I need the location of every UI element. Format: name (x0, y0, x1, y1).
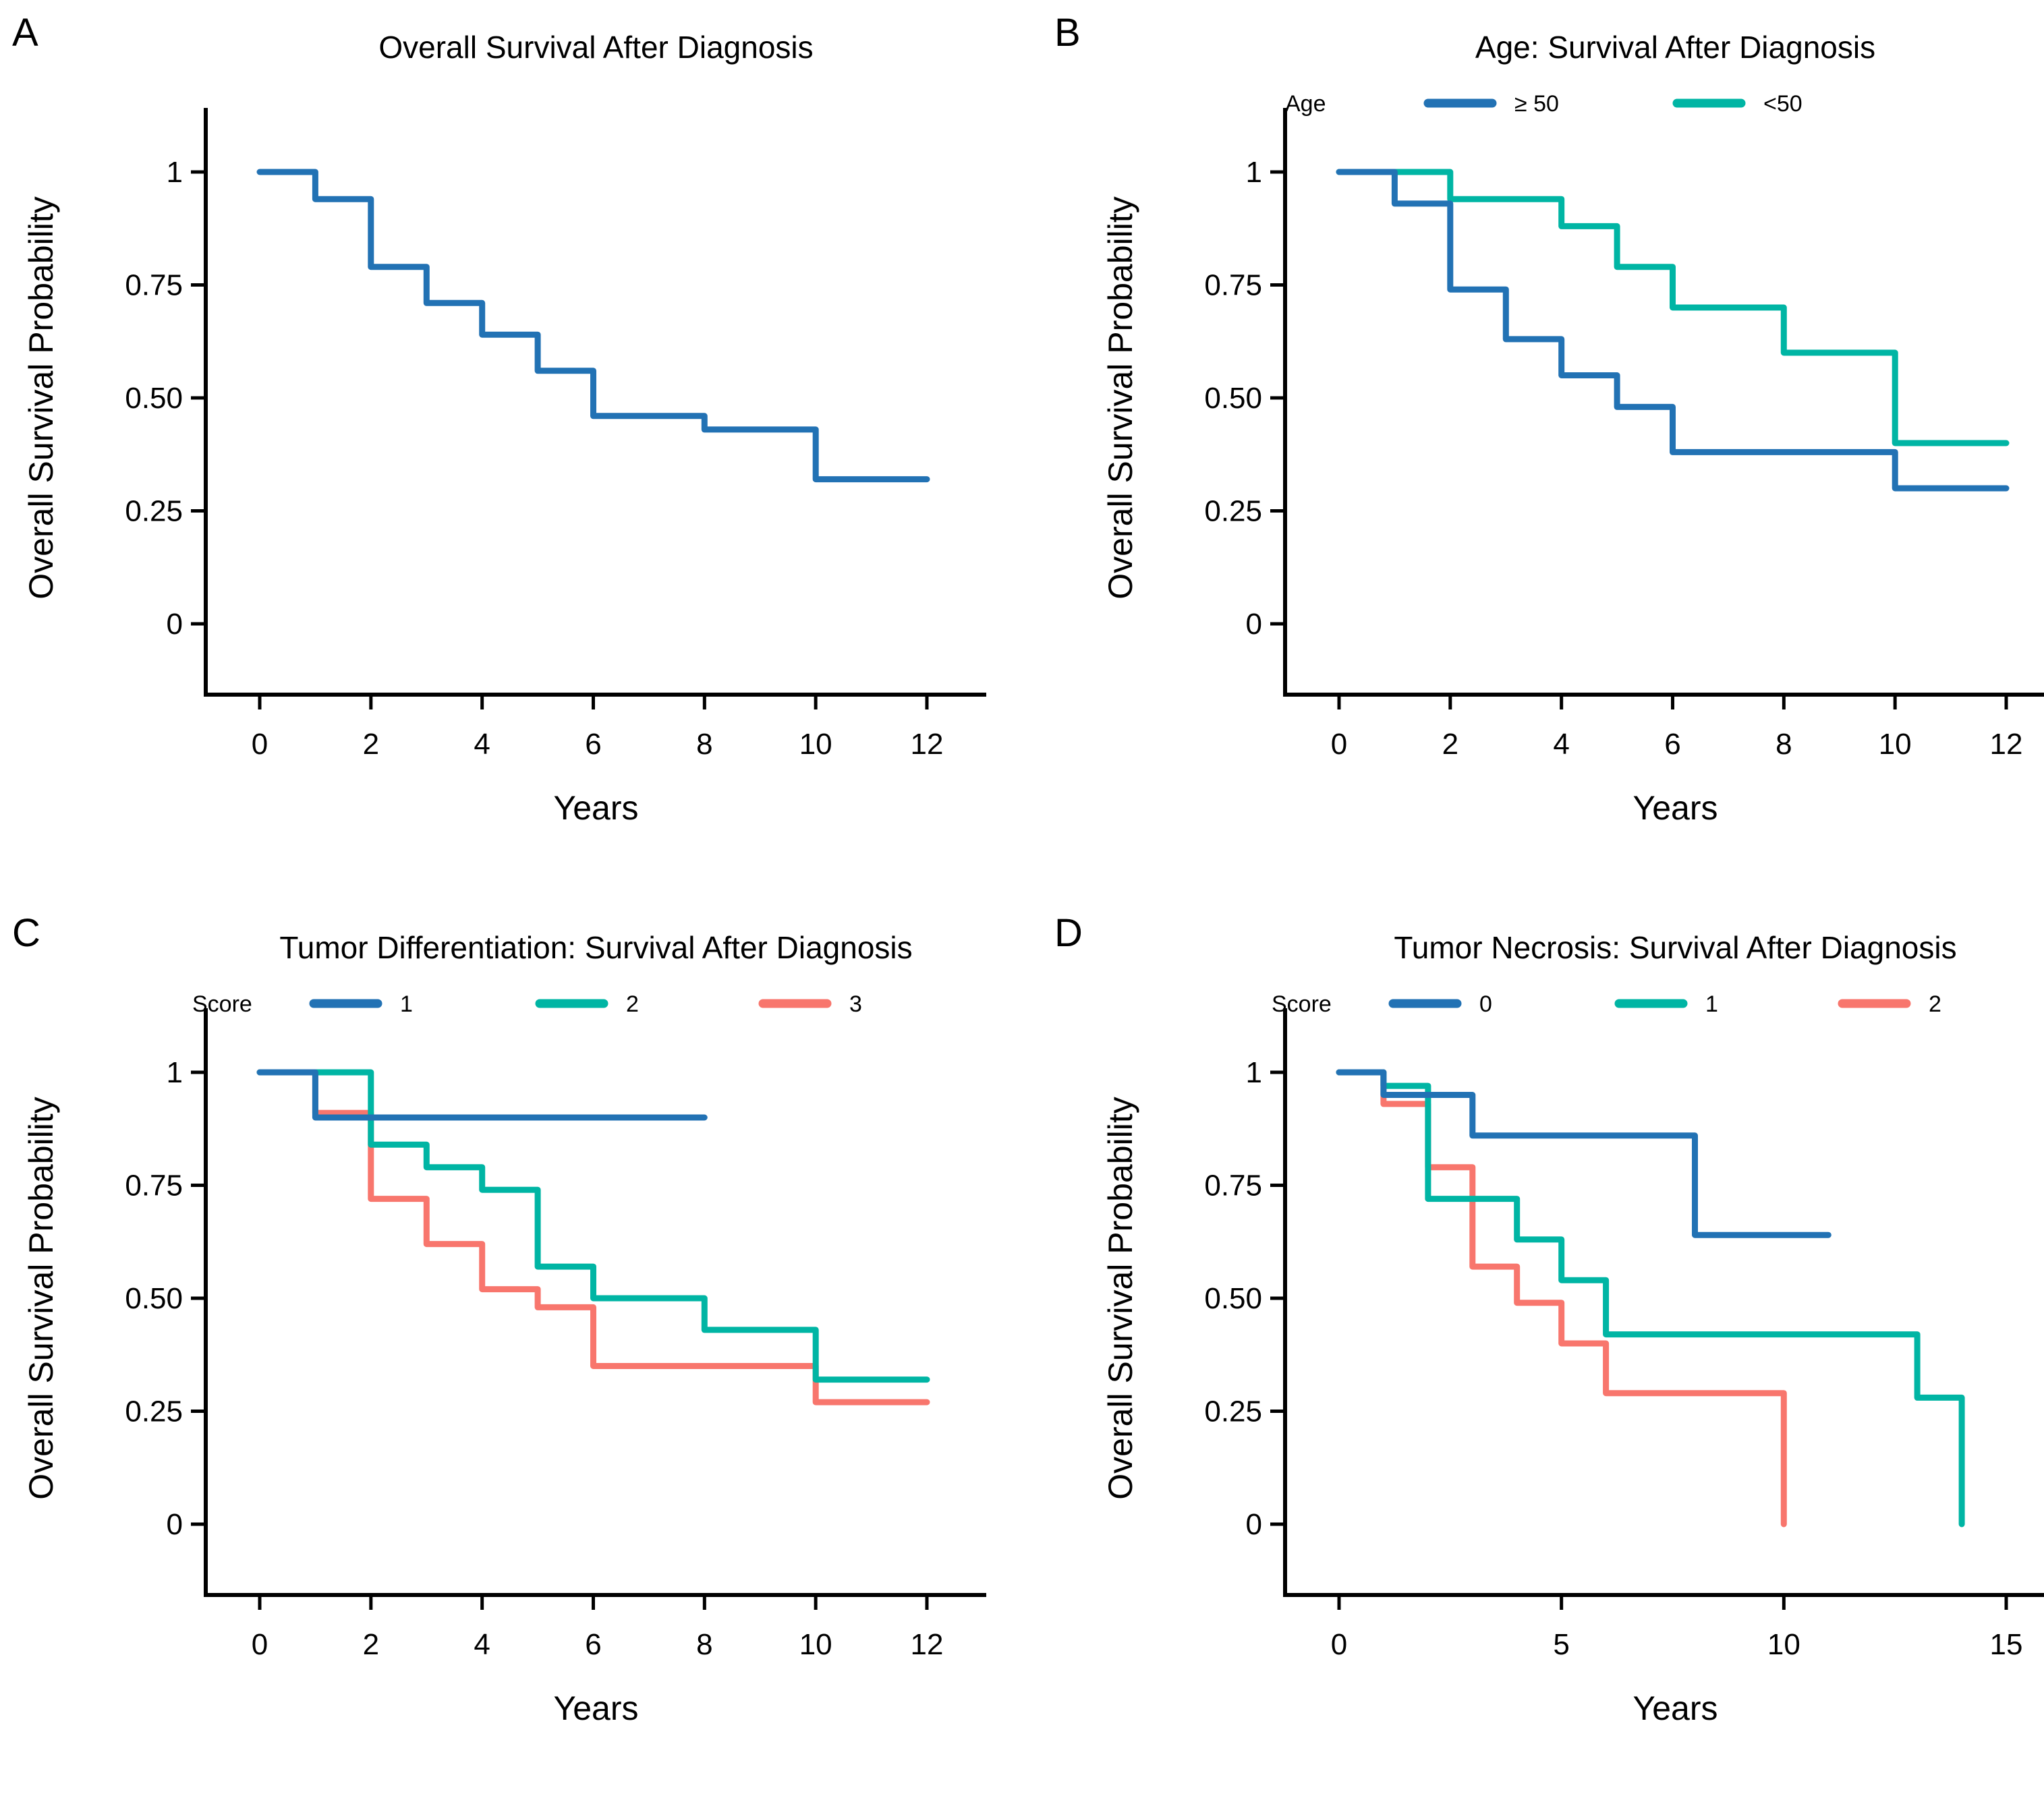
x-tick-label: 8 (696, 1628, 712, 1661)
legend-item-label: 1 (1705, 991, 1718, 1017)
km-plot-svg: A Overall Survival After Diagnosis 1 0.75 0.… (12, 11, 986, 827)
km-curve-0 (1336, 1069, 1832, 1238)
y-tick-label: 1 (167, 1056, 183, 1089)
y-tick-label: 0 (1246, 1508, 1262, 1541)
y-tick-label: 0.50 (125, 1282, 183, 1315)
x-tick-label: 4 (1553, 728, 1569, 761)
x-tick-label: 2 (363, 728, 379, 761)
y-tick-label: 0.50 (1204, 1282, 1262, 1315)
x-tick-label: 2 (1442, 728, 1458, 761)
x-tick-label: 12 (1990, 728, 2023, 761)
x-tick-label: 6 (1664, 728, 1680, 761)
y-axis-title: Overall Survival Probability (22, 1097, 60, 1499)
y-tick-label: 0.75 (1204, 1169, 1262, 1202)
km-curve-50 (1336, 169, 2010, 492)
y-tick-label: 0.50 (125, 382, 183, 415)
km-curve-2 (1336, 1069, 1787, 1528)
y-tick-label: 0.50 (1204, 382, 1262, 415)
x-tick-label: 6 (585, 728, 601, 761)
panel-tumor-necrosis-survival: D Tumor Necrosis: Survival After Diagnosi… (1022, 900, 2044, 1800)
legend-title: Score (192, 991, 252, 1017)
x-tick-label: 12 (911, 1628, 944, 1661)
x-tick-label: 0 (1331, 1628, 1347, 1661)
x-axis-title: Years (553, 789, 638, 827)
y-axis-title: Overall Survival Probability (1102, 1097, 1139, 1499)
legend-item-label: 2 (626, 991, 639, 1017)
legend-title: Age (1285, 91, 1326, 117)
x-tick-label: 0 (252, 1628, 268, 1661)
x-axis-title: Years (1633, 1689, 1717, 1727)
x-tick-label: 15 (1990, 1628, 2023, 1661)
x-tick-label: 0 (1331, 728, 1347, 761)
km-curve (256, 169, 930, 483)
km-curve-50 (1336, 169, 2010, 446)
y-tick-label: 0.75 (125, 269, 183, 302)
x-tick-label: 2 (363, 1628, 379, 1661)
y-tick-label: 0.75 (1204, 269, 1262, 302)
y-tick-label: 0.75 (125, 1169, 183, 1202)
km-plot-svg: B Age: Survival After Diagnosis Age ≥ 50 <50… (1054, 11, 2044, 827)
legend-item-label: <50 (1763, 91, 1802, 117)
x-tick-label: 12 (911, 728, 944, 761)
panel-age-survival: B Age: Survival After Diagnosis Age ≥ 50 <50… (1022, 0, 2044, 900)
legend-item-label: ≥ 50 (1514, 91, 1559, 117)
panel-title: Tumor Differentiation: Survival After Di… (279, 930, 912, 965)
y-axis-title: Overall Survival Probability (22, 196, 60, 599)
x-tick-label: 4 (474, 728, 490, 761)
x-tick-label: 8 (1776, 728, 1792, 761)
y-tick-label: 0 (167, 1508, 183, 1541)
y-tick-label: 0 (1246, 608, 1262, 641)
km-plot-svg: D Tumor Necrosis: Survival After Diagnosi… (1054, 911, 2044, 1727)
legend-item-label: 0 (1479, 991, 1492, 1017)
panel-tumor-differentiation-survival: C Tumor Differentiation: Survival After D… (0, 900, 1022, 1800)
legend-item-label: 2 (1929, 991, 1941, 1017)
x-tick-label: 10 (799, 728, 832, 761)
x-axis-title: Years (1633, 789, 1717, 827)
panel-letter: C (12, 911, 40, 955)
km-curve-1 (256, 1069, 708, 1121)
y-tick-label: 1 (1246, 156, 1262, 189)
y-tick-label: 1 (1246, 1056, 1262, 1089)
km-plot-svg: C Tumor Differentiation: Survival After D… (12, 911, 986, 1727)
x-tick-label: 10 (1879, 728, 1912, 761)
legend-item-label: 3 (849, 991, 862, 1017)
x-tick-label: 5 (1553, 1628, 1569, 1661)
km-curve-1 (1336, 1069, 1965, 1528)
x-tick-label: 6 (585, 1628, 601, 1661)
panel-title: Overall Survival After Diagnosis (378, 30, 813, 65)
km-curve-3 (256, 1069, 930, 1405)
y-tick-label: 0.25 (125, 495, 183, 528)
y-tick-label: 0.25 (1204, 1395, 1262, 1428)
km-curve-2 (256, 1069, 930, 1383)
y-tick-label: 0 (167, 608, 183, 641)
panel-overall-survival: A Overall Survival After Diagnosis 1 0.75 0.… (0, 0, 1022, 900)
x-tick-label: 0 (252, 728, 268, 761)
panel-letter: D (1054, 911, 1083, 955)
panel-title: Tumor Necrosis: Survival After Diagnosis (1394, 930, 1956, 965)
y-tick-label: 0.25 (125, 1395, 183, 1428)
x-tick-label: 4 (474, 1628, 490, 1661)
y-tick-label: 0.25 (1204, 495, 1262, 528)
y-tick-label: 1 (167, 156, 183, 189)
legend-item-label: 1 (400, 991, 413, 1017)
x-tick-label: 10 (799, 1628, 832, 1661)
panel-letter: B (1054, 11, 1081, 55)
x-axis-title: Years (553, 1689, 638, 1727)
legend-title: Score (1272, 991, 1332, 1017)
x-tick-label: 8 (696, 728, 712, 761)
y-axis-title: Overall Survival Probability (1102, 196, 1139, 599)
panel-title: Age: Survival After Diagnosis (1475, 30, 1875, 65)
x-tick-label: 10 (1767, 1628, 1800, 1661)
panel-letter: A (12, 11, 38, 55)
